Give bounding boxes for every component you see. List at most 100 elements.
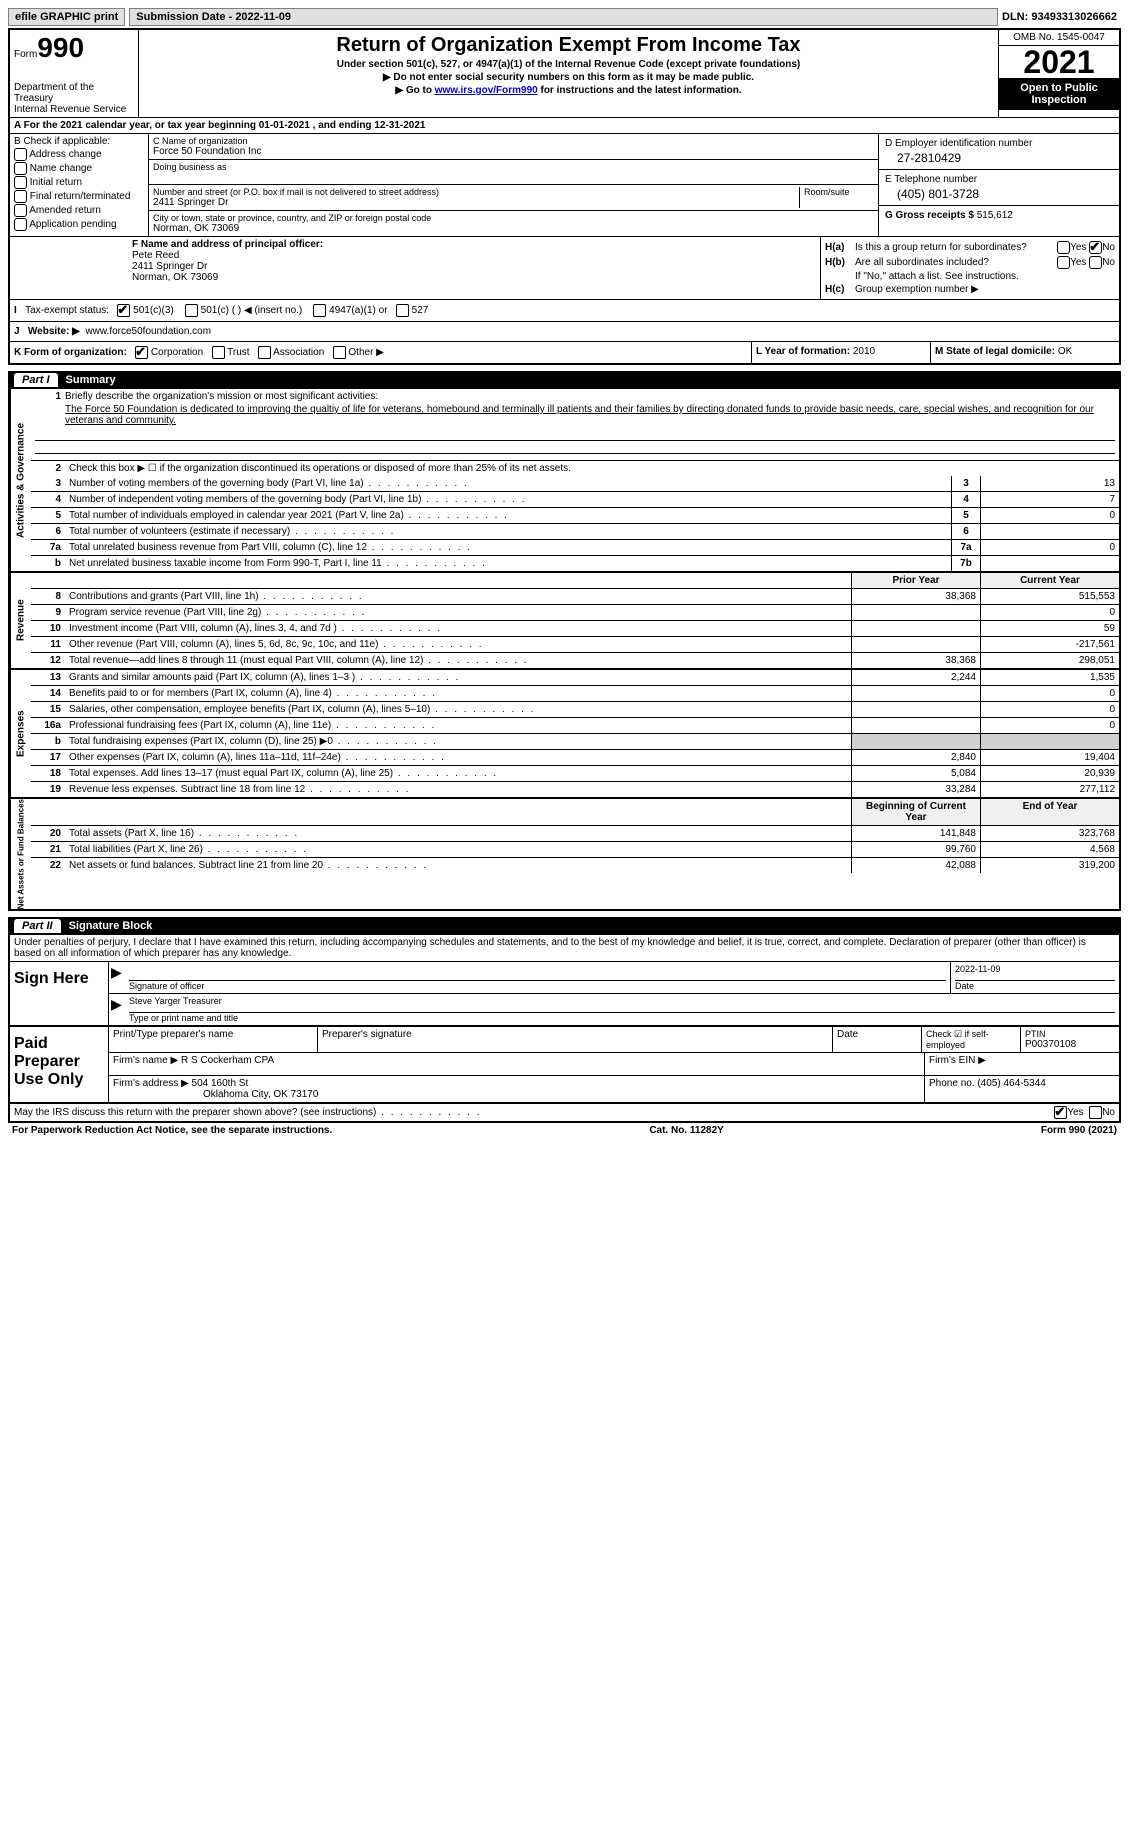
row-2: 2 Check this box ▶ ☐ if the organization… <box>31 461 1119 476</box>
row-m: M State of legal domicile: OK <box>931 342 1119 363</box>
org-name-row: C Name of organization Force 50 Foundati… <box>149 134 878 160</box>
column-b: B Check if applicable: Address change Na… <box>10 134 149 236</box>
section-i-j: I Tax-exempt status: 501(c)(3) 501(c) ( … <box>8 300 1121 342</box>
row-j: J Website: ▶ www.force50foundation.com <box>10 322 1119 341</box>
firm-address-row: Firm's address ▶ 504 160th St Oklahoma C… <box>109 1076 1119 1102</box>
expenses-section: Expenses 13 Grants and similar amounts p… <box>8 670 1121 799</box>
firm-name: R S Cockerham CPA <box>181 1055 274 1066</box>
row-k: K Form of organization: Corporation Trus… <box>10 342 752 363</box>
submission-date: Submission Date - 2022-11-09 <box>129 8 998 26</box>
paid-preparer-label: Paid Preparer Use Only <box>10 1027 108 1102</box>
h-a-row: H(a) Is this a group return for subordin… <box>825 241 1115 254</box>
tab-expenses: Expenses <box>10 670 31 797</box>
checkbox-amended-return[interactable]: Amended return <box>14 204 144 217</box>
summary-row: 17 Other expenses (Part IX, column (A), … <box>31 750 1119 766</box>
sig-name-row: ▶ Steve Yarger Treasurer Type or print n… <box>109 994 1119 1025</box>
summary-row: 13 Grants and similar amounts paid (Part… <box>31 670 1119 686</box>
col-f-spacer <box>10 237 128 299</box>
tax-year: 2021 <box>999 46 1119 78</box>
row-a: A For the 2021 calendar year, or tax yea… <box>8 118 1121 134</box>
preparer-row-1: Print/Type preparer's name Preparer's si… <box>109 1027 1119 1053</box>
header-center: Return of Organization Exempt From Incom… <box>139 30 998 117</box>
dept-label: Department of the Treasury <box>14 82 134 104</box>
net-assets-section: Net Assets or Fund Balances Beginning of… <box>8 799 1121 911</box>
header-left: Form990 Department of the Treasury Inter… <box>10 30 139 117</box>
mission-text: The Force 50 Foundation is dedicated to … <box>35 404 1115 426</box>
instruction-line-2: ▶ Go to www.irs.gov/Form990 for instruct… <box>143 85 994 96</box>
checkbox-application-pending[interactable]: Application pending <box>14 218 144 231</box>
officer-printed-name: Steve Yarger Treasurer <box>129 996 1115 1013</box>
irs-discuss-row: May the IRS discuss this return with the… <box>8 1104 1121 1123</box>
firm-addr1: 504 160th St <box>192 1078 249 1089</box>
col-f: F Name and address of principal officer:… <box>128 237 820 299</box>
summary-row: 4 Number of independent voting members o… <box>31 492 1119 508</box>
summary-row: 11 Other revenue (Part VIII, column (A),… <box>31 637 1119 653</box>
summary-row: 21 Total liabilities (Part X, line 26) 9… <box>31 842 1119 858</box>
firm-addr2: Oklahoma City, OK 73170 <box>113 1089 920 1100</box>
h-b-note: If "No," attach a list. See instructions… <box>825 271 1115 282</box>
section-b-c-d: B Check if applicable: Address change Na… <box>8 134 1121 237</box>
officer-addr1: 2411 Springer Dr <box>132 261 816 272</box>
city-row: City or town, state or province, country… <box>149 211 878 236</box>
phone-value: (405) 801-3728 <box>885 185 1113 201</box>
activities-governance-section: Activities & Governance 1Briefly describ… <box>8 389 1121 573</box>
officer-addr2: Norman, OK 73069 <box>132 272 816 283</box>
section-k-l-m: K Form of organization: Corporation Trus… <box>8 342 1121 365</box>
ein-row: D Employer identification number 27-2810… <box>879 134 1119 170</box>
summary-row: 6 Total number of volunteers (estimate i… <box>31 524 1119 540</box>
summary-row: b Total fundraising expenses (Part IX, c… <box>31 734 1119 750</box>
efile-print-button[interactable]: efile GRAPHIC print <box>8 8 125 26</box>
summary-row: 10 Investment income (Part VIII, column … <box>31 621 1119 637</box>
open-public-badge: Open to Public Inspection <box>999 78 1119 110</box>
tab-net-assets: Net Assets or Fund Balances <box>10 799 31 909</box>
sign-here-label: Sign Here <box>10 962 108 1025</box>
summary-row: b Net unrelated business taxable income … <box>31 556 1119 571</box>
revenue-header-row: Prior Year Current Year <box>31 573 1119 589</box>
summary-row: 3 Number of voting members of the govern… <box>31 476 1119 492</box>
irs-link[interactable]: www.irs.gov/Form990 <box>435 85 538 96</box>
gross-receipts: 515,612 <box>977 210 1013 221</box>
form-number: Form990 <box>14 32 134 64</box>
checkbox-address-change[interactable]: Address change <box>14 148 144 161</box>
column-d: D Employer identification number 27-2810… <box>878 134 1119 236</box>
summary-row: 20 Total assets (Part X, line 16) 141,84… <box>31 826 1119 842</box>
part-1-header: Part I Summary <box>8 371 1121 389</box>
col-h: H(a) Is this a group return for subordin… <box>820 237 1119 299</box>
checkbox-final-return[interactable]: Final return/terminated <box>14 190 144 203</box>
irs-label: Internal Revenue Service <box>14 104 134 115</box>
mission-block: 1Briefly describe the organization's mis… <box>31 389 1119 461</box>
sign-here-section: Sign Here ▶ Signature of officer 2022-11… <box>8 961 1121 1027</box>
column-c: C Name of organization Force 50 Foundati… <box>149 134 878 236</box>
sig-officer-row: ▶ Signature of officer 2022-11-09 Date <box>109 962 1119 994</box>
firm-phone: (405) 464-5344 <box>977 1078 1045 1089</box>
street-row: Number and street (or P.O. box if mail i… <box>149 185 878 211</box>
row-l: L Year of formation: 2010 <box>752 342 931 363</box>
summary-row: 14 Benefits paid to or for members (Part… <box>31 686 1119 702</box>
footer: For Paperwork Reduction Act Notice, see … <box>8 1123 1121 1138</box>
summary-row: 16a Professional fundraising fees (Part … <box>31 718 1119 734</box>
summary-row: 15 Salaries, other compensation, employe… <box>31 702 1119 718</box>
signature-intro: Under penalties of perjury, I declare th… <box>8 935 1121 961</box>
org-name: Force 50 Foundation Inc <box>153 146 874 157</box>
h-b-row: H(b) Are all subordinates included? Yes … <box>825 256 1115 269</box>
room-suite-label: Room/suite <box>800 187 874 208</box>
h-c-row: H(c) Group exemption number ▶ <box>825 284 1115 295</box>
form-title: Return of Organization Exempt From Incom… <box>143 34 994 57</box>
summary-row: 18 Total expenses. Add lines 13–17 (must… <box>31 766 1119 782</box>
summary-row: 12 Total revenue—add lines 8 through 11 … <box>31 653 1119 668</box>
arrow-icon: ▶ <box>109 962 125 993</box>
paperwork-notice: For Paperwork Reduction Act Notice, see … <box>12 1125 332 1136</box>
summary-row: 7a Total unrelated business revenue from… <box>31 540 1119 556</box>
ptin-value: P00370108 <box>1025 1039 1115 1050</box>
street-address: 2411 Springer Dr <box>153 197 795 208</box>
ein-value: 27-2810429 <box>885 149 1113 165</box>
summary-row: 8 Contributions and grants (Part VIII, l… <box>31 589 1119 605</box>
checkbox-initial-return[interactable]: Initial return <box>14 176 144 189</box>
gross-receipts-row: G Gross receipts $ 515,612 <box>879 206 1119 225</box>
net-header-row: Beginning of Current Year End of Year <box>31 799 1119 826</box>
instruction-line-1: ▶ Do not enter social security numbers o… <box>143 72 994 83</box>
tab-revenue: Revenue <box>10 573 31 668</box>
dba-row: Doing business as <box>149 160 878 185</box>
website: www.force50foundation.com <box>85 326 211 337</box>
checkbox-name-change[interactable]: Name change <box>14 162 144 175</box>
